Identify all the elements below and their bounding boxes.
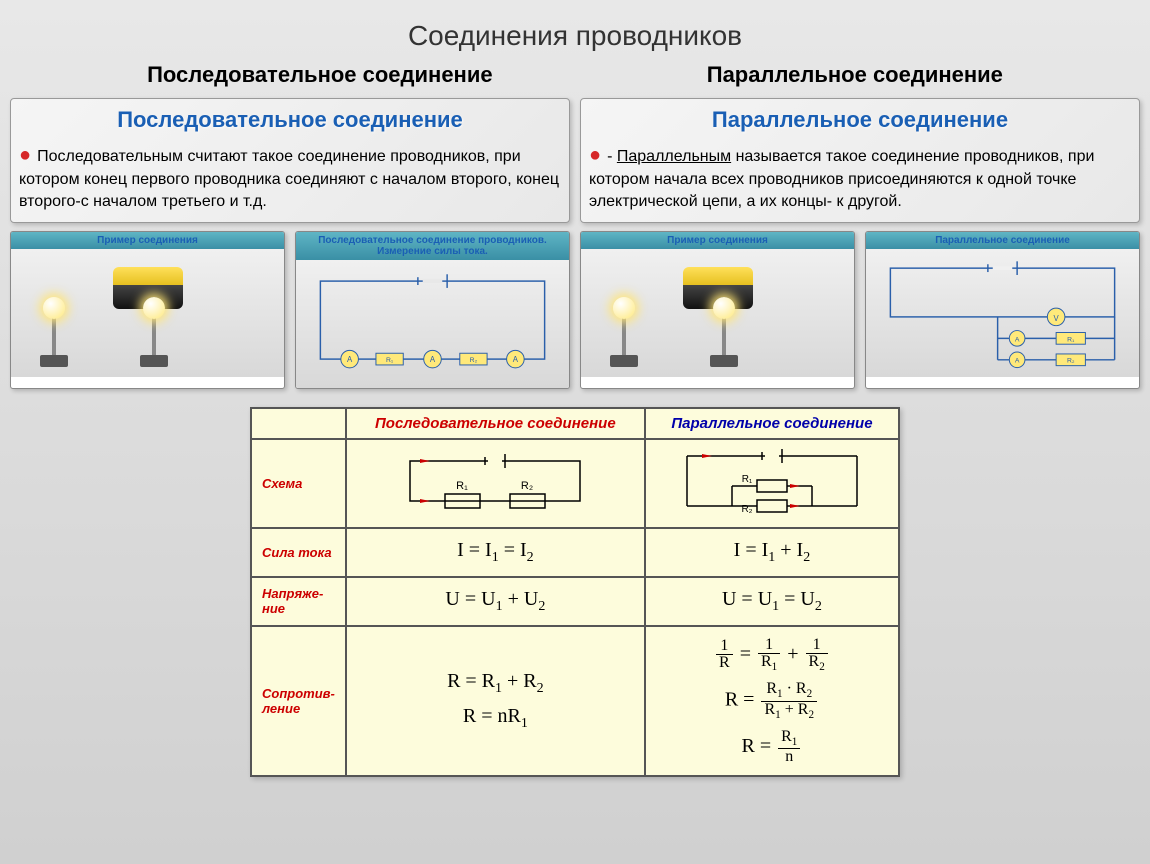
svg-text:A: A: [347, 355, 353, 364]
mini-series-diagram: Последовательное соединение проводников.…: [295, 231, 570, 389]
subtitle-series: Последовательное соединение: [147, 62, 493, 88]
svg-text:R₂: R₂: [521, 480, 533, 492]
parallel-schema-icon: R₁ R₂: [672, 446, 872, 516]
mini-header: Пример соединения: [11, 232, 284, 249]
panel-series-title: Последовательное соединение: [19, 107, 561, 133]
row-voltage: Напряже-ние: [251, 577, 346, 626]
mini-header: Последовательное соединение проводников.…: [296, 232, 569, 260]
table-header-parallel: Параллельное соединение: [645, 408, 899, 439]
svg-text:R₂: R₂: [1067, 358, 1075, 365]
mini-header: Пример соединения: [581, 232, 854, 249]
svg-text:A: A: [1015, 358, 1020, 365]
bullet-icon: ●: [19, 144, 31, 166]
svg-text:R₂: R₂: [741, 504, 752, 515]
subtitle-parallel: Параллельное соединение: [707, 62, 1003, 88]
svg-text:A: A: [430, 355, 436, 364]
cell-series-current: I = I1 = I2: [346, 528, 645, 577]
panel-series: Последовательное соединение ●Последовате…: [10, 98, 570, 223]
cell-parallel-schema: R₁ R₂: [645, 439, 899, 528]
table-corner: [251, 408, 346, 439]
svg-text:R₁: R₁: [386, 357, 394, 364]
panel-parallel-title: Параллельное соединение: [589, 107, 1131, 133]
svg-text:R₁: R₁: [1067, 336, 1075, 343]
cell-series-voltage: U = U1 + U2: [346, 577, 645, 626]
svg-text:R₁: R₁: [457, 480, 469, 492]
cell-series-schema: R₁ R₂: [346, 439, 645, 528]
svg-text:R₂: R₂: [470, 357, 478, 364]
cell-parallel-resistance: 1R = 1R1 + 1R2 R = R1 · R2R1 + R2 R = R1…: [645, 626, 899, 777]
mini-header: Параллельное соединение: [866, 232, 1139, 249]
bullet-icon: ●: [589, 144, 601, 166]
panel-series-text: ●Последовательным считают такое соединен…: [19, 141, 561, 214]
row-schema: Схема: [251, 439, 346, 528]
comparison-table: Последовательное соединение Параллельное…: [250, 407, 900, 778]
cell-series-resistance: R = R1 + R2 R = nR1: [346, 626, 645, 777]
cell-parallel-voltage: U = U1 = U2: [645, 577, 899, 626]
table-header-series: Последовательное соединение: [346, 408, 645, 439]
svg-text:V: V: [1054, 314, 1060, 323]
parallel-circuit-icon: V A R₁ A R₂: [866, 249, 1139, 377]
series-schema-icon: R₁ R₂: [395, 451, 595, 511]
svg-text:A: A: [1015, 336, 1020, 343]
main-title: Соединения проводников: [0, 0, 1150, 52]
row-current: Сила тока: [251, 528, 346, 577]
cell-parallel-current: I = I1 + I2: [645, 528, 899, 577]
mini-parallel-example: Пример соединения: [580, 231, 855, 389]
mini-series-example: Пример соединения: [10, 231, 285, 389]
battery-lamps-illustration: [581, 249, 854, 377]
battery-lamps-illustration: [11, 249, 284, 377]
series-circuit-icon: A R₁ A R₂ A: [296, 260, 569, 388]
panel-parallel: Параллельное соединение ●- Параллельным …: [580, 98, 1140, 223]
row-resistance: Сопротив-ление: [251, 626, 346, 777]
svg-text:R₁: R₁: [742, 474, 753, 485]
panel-parallel-text: ●- Параллельным называется такое соедине…: [589, 141, 1131, 214]
mini-parallel-diagram: Параллельное соединение V A R₁ A R₂: [865, 231, 1140, 389]
svg-text:A: A: [513, 355, 519, 364]
